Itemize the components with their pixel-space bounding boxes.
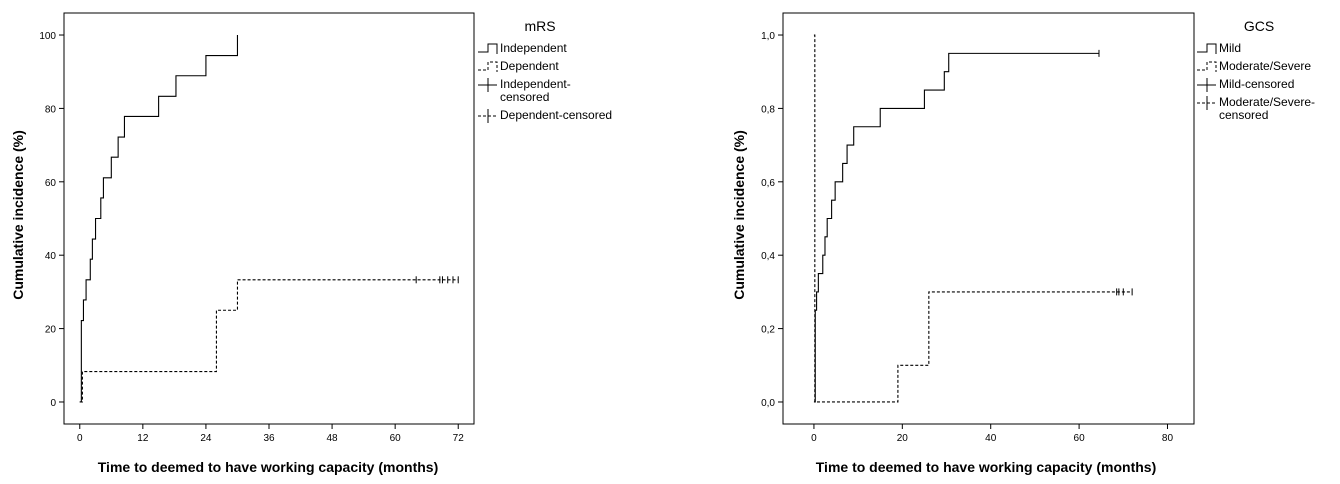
legend-title: mRS bbox=[524, 18, 555, 34]
series-line-dependent bbox=[79, 279, 459, 403]
x-axis-ticks: 0 20 40 60 80 bbox=[811, 424, 1173, 444]
plot-area bbox=[813, 34, 1133, 403]
legend-entry-line: Dependent-censored bbox=[500, 108, 612, 122]
legend-symbol bbox=[1197, 61, 1217, 72]
legend-symbol bbox=[1197, 78, 1216, 92]
y-tick-label: 0,6 bbox=[761, 178, 775, 189]
legend-entry-line: Moderate/Severe- bbox=[1219, 95, 1315, 109]
y-tick-label: 0,2 bbox=[761, 325, 775, 336]
legend-entry-line: Mild bbox=[1219, 41, 1241, 55]
y-tick-label: 1,0 bbox=[761, 31, 775, 42]
legend-entry-label: Dependent-censored bbox=[500, 108, 612, 122]
x-tick-label: 12 bbox=[137, 433, 149, 444]
x-axis-label: Time to deemed to have working capacity … bbox=[98, 459, 438, 475]
legend-entry-line: Independent- bbox=[500, 77, 571, 91]
plot-frame bbox=[63, 12, 475, 425]
legend-entry-line: censored bbox=[500, 90, 549, 104]
legend-entry-line: Mild-censored bbox=[1219, 77, 1294, 91]
x-tick-label: 40 bbox=[985, 433, 997, 444]
legend-entry-label: Moderate/Severe-censored bbox=[1219, 95, 1315, 122]
legend-symbol bbox=[1197, 43, 1217, 54]
y-tick-label: 100 bbox=[39, 31, 56, 42]
legend-title: GCS bbox=[1244, 18, 1274, 34]
y-tick-label: 40 bbox=[45, 251, 57, 262]
legend-entry-label: Dependent bbox=[500, 59, 559, 73]
y-tick-label: 60 bbox=[45, 178, 57, 189]
legend-entry-line: Independent bbox=[500, 41, 567, 55]
legend-entry-line: censored bbox=[1219, 108, 1268, 122]
legend-entry-label: Independent bbox=[500, 41, 567, 55]
x-tick-label: 0 bbox=[811, 433, 817, 444]
x-tick-label: 24 bbox=[200, 433, 212, 444]
legend-symbol bbox=[478, 61, 498, 72]
y-tick-label: 0 bbox=[50, 398, 56, 409]
legend: mRS Independent Dependent Independent-censo… bbox=[478, 18, 612, 123]
x-axis-label: Time to deemed to have working capacity … bbox=[816, 459, 1156, 475]
legend-symbol bbox=[478, 109, 497, 123]
y-axis-ticks: 0 20 40 60 80 100 bbox=[39, 31, 64, 409]
chart-mrs: 0 12 24 36 48 60 72 0 20 40 60 80 100 Time to deeme… bbox=[10, 12, 612, 475]
y-tick-label: 80 bbox=[45, 104, 57, 115]
y-tick-label: 0,8 bbox=[761, 104, 775, 115]
plot-frame bbox=[782, 12, 1195, 425]
legend-entry-label: Mild-censored bbox=[1219, 77, 1294, 91]
y-axis-ticks: 0,0 0,2 0,4 0,6 0,8 1,0 bbox=[761, 31, 783, 409]
x-tick-label: 20 bbox=[897, 433, 909, 444]
series-line-moderate-severe bbox=[813, 34, 1133, 403]
x-tick-label: 0 bbox=[77, 433, 83, 444]
x-tick-label: 60 bbox=[1074, 433, 1086, 444]
legend-entry-line: Dependent bbox=[500, 59, 559, 73]
legend-entry-line: Moderate/Severe bbox=[1219, 59, 1311, 73]
chart-gcs: 0 20 40 60 80 0,0 0,2 0,4 0,6 0,8 1,0 Time to dee… bbox=[731, 12, 1315, 475]
plot-area bbox=[79, 35, 459, 403]
y-axis-label: Cumulative incidence (%) bbox=[731, 130, 747, 300]
legend-entry-label: Moderate/Severe bbox=[1219, 59, 1311, 73]
legend-entry-label: Independent-censored bbox=[500, 77, 571, 104]
x-tick-label: 36 bbox=[263, 433, 275, 444]
legend-entry-label: Mild bbox=[1219, 41, 1241, 55]
x-tick-label: 80 bbox=[1162, 433, 1174, 444]
y-tick-label: 20 bbox=[45, 325, 57, 336]
y-tick-label: 0,0 bbox=[761, 398, 775, 409]
legend-symbol bbox=[1197, 96, 1216, 110]
x-tick-label: 72 bbox=[453, 433, 465, 444]
y-axis-label: Cumulative incidence (%) bbox=[10, 130, 26, 300]
x-axis-ticks: 0 12 24 36 48 60 72 bbox=[77, 424, 464, 444]
x-tick-label: 60 bbox=[390, 433, 402, 444]
y-tick-label: 0,4 bbox=[761, 251, 775, 262]
series-line-independent bbox=[79, 35, 239, 403]
legend-symbol bbox=[478, 78, 497, 92]
legend-symbol bbox=[478, 43, 498, 54]
series-line-mild bbox=[813, 52, 1099, 403]
x-tick-label: 48 bbox=[327, 433, 339, 444]
